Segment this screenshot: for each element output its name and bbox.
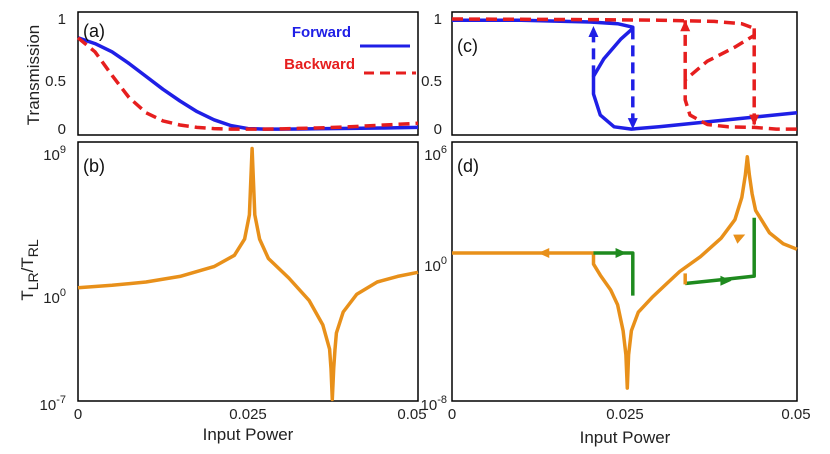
panel-a-series	[76, 36, 419, 131]
panel-d-xtick-mid: 0.025	[606, 406, 644, 423]
panel-b-ytick-top: 109	[43, 144, 66, 164]
panel-a-ytick-05: 0.5	[45, 73, 66, 90]
panel-d-series	[452, 155, 798, 390]
panel-b-xtick-0: 0	[74, 406, 82, 423]
panel-c-series	[451, 17, 798, 131]
legend-forward-label: Forward	[292, 24, 351, 41]
panel-b-frame	[77, 141, 419, 402]
panel-b-y-ticks: 109 100 10-7	[40, 144, 66, 414]
panel-c-series-1-line	[451, 17, 797, 131]
panel-c-arrow-0	[588, 26, 599, 38]
panel-d-ytick-bottom: 10-8	[421, 394, 447, 414]
panel-d-series-1-line	[593, 251, 635, 296]
panel-d-ytick-top: 106	[424, 144, 447, 164]
panel-c-arrow-2	[680, 20, 691, 32]
panel-d: (d) 106 100 10-8 0 0.025 0.05 Input Powe…	[421, 141, 811, 447]
panel-d-x-ticks: 0 0.025 0.05	[448, 406, 811, 423]
panel-b-ytick-mid: 100	[43, 287, 66, 307]
panel-d-label: (d)	[457, 156, 479, 176]
panel-c-ytick-1: 1	[434, 11, 442, 28]
panel-d-arrow-3	[733, 234, 746, 244]
panel-c-ytick-05: 0.5	[421, 73, 442, 90]
panel-c-arrow-1	[627, 118, 638, 130]
panel-d-xtick-end: 0.05	[781, 406, 810, 423]
panel-d-series-0-line	[452, 155, 798, 390]
legend: Forward Backward	[284, 24, 416, 75]
panel-b-label: (b)	[83, 156, 105, 176]
panel-d-arrow-2	[720, 275, 732, 286]
panel-c-label: (c)	[457, 36, 478, 56]
panel-a-ytick-0: 0	[58, 121, 66, 138]
panel-b-series-0-line	[77, 146, 419, 402]
panel-c-y-ticks: 1 0.5 0	[421, 11, 442, 138]
panel-a-label: (a)	[83, 21, 105, 41]
panel-b-series	[77, 146, 419, 402]
panel-d-series-2-line	[685, 217, 756, 286]
panel-c-arrow-3	[749, 114, 760, 126]
panel-a-ytick-1: 1	[58, 11, 66, 28]
panel-d-xlabel: Input Power	[580, 428, 671, 447]
panel-a: (a) 1 0.5 0 Transmission Forward Backwar…	[24, 11, 419, 138]
panel-b-ylabel: TLR/TRL	[18, 239, 41, 301]
panel-a-series-0-line	[77, 36, 419, 131]
panel-b-ytick-bottom: 10-7	[40, 394, 66, 414]
panel-b: (b) 109 100 10-7 0 0.025 0.05 Input Powe…	[18, 141, 427, 444]
panel-c: (c) 1 0.5 0	[421, 11, 798, 138]
panel-d-y-ticks: 106 100 10-8	[421, 144, 447, 414]
panel-d-arrow-0	[538, 248, 550, 258]
panel-c-frame	[451, 11, 798, 136]
panel-b-xtick-end: 0.05	[397, 406, 426, 423]
panel-b-xlabel: Input Power	[203, 425, 294, 444]
panel-a-y-ticks: 1 0.5 0	[45, 11, 66, 138]
panel-d-ytick-mid: 100	[424, 255, 447, 275]
panel-c-series-0-line	[452, 18, 798, 131]
panel-d-xtick-0: 0	[448, 406, 456, 423]
panel-b-xtick-mid: 0.025	[229, 406, 267, 423]
panel-b-x-ticks: 0 0.025 0.05	[74, 406, 427, 423]
panel-d-arrow-1	[615, 248, 627, 258]
panel-d-frame	[451, 141, 798, 402]
legend-backward-label: Backward	[284, 56, 355, 73]
panel-c-ytick-0: 0	[434, 121, 442, 138]
panel-a-ylabel: Transmission	[24, 25, 43, 125]
panel-a-frame	[77, 11, 419, 136]
panel-a-series-1-line	[76, 36, 419, 131]
